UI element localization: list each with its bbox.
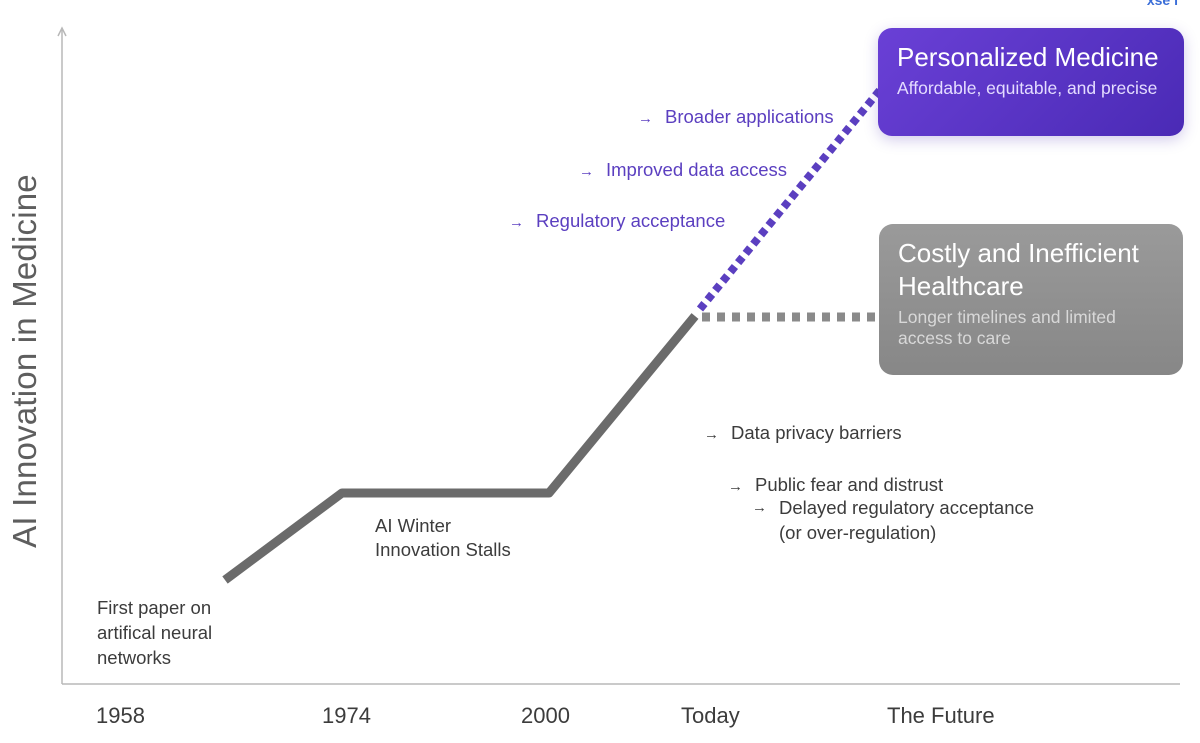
negative-factor-item: → Delayed regulatory acceptance (or over-… — [752, 495, 1034, 545]
ai-winter-subtitle: Innovation Stalls — [375, 539, 511, 560]
positive-factor-item: → Broader applications — [638, 79, 834, 131]
ai-winter-title: AI Winter — [375, 515, 452, 536]
arrow-right-icon: → — [638, 110, 653, 127]
arrow-right-icon: → — [579, 163, 594, 180]
positive-factor-label: Regulatory acceptance — [536, 210, 726, 231]
y-axis-arrowhead — [57, 26, 67, 37]
first-paper-note: First paper on artifical neural networks — [97, 597, 213, 668]
y-axis-label: AI Innovation in Medicine — [6, 174, 43, 548]
innovation-history-line — [222, 313, 699, 584]
negative-factor-label: Data privacy barriers — [731, 422, 902, 443]
x-tick-1974: 1974 — [322, 703, 371, 728]
personalized-medicine-card: Personalized Medicine Affordable, equita… — [878, 28, 1184, 136]
negative-factor-label: Delayed regulatory acceptance (or over-r… — [779, 497, 1035, 543]
card-title: Costly and Inefficient Healthcare — [898, 238, 1139, 301]
corner-logo-text: xse i — [1146, 0, 1178, 8]
x-tick-1958: 1958 — [96, 703, 145, 728]
card-subtitle: Longer timelines and limited access to c… — [898, 307, 1116, 348]
costly-healthcare-card: Costly and Inefficient Healthcare Longer… — [879, 224, 1183, 375]
card-subtitle: Affordable, equitable, and precise — [897, 78, 1158, 98]
negative-factor-label: Public fear and distrust — [755, 474, 944, 495]
arrow-right-icon: → — [509, 214, 524, 231]
card-title: Personalized Medicine — [897, 42, 1159, 72]
positive-factor-label: Improved data access — [606, 159, 787, 180]
x-tick-the-future: The Future — [887, 703, 995, 728]
arrow-right-icon: → — [728, 478, 743, 495]
positive-factor-label: Broader applications — [665, 106, 834, 127]
positive-factor-item: → Improved data access — [579, 132, 787, 184]
negative-factor-item: → Data privacy barriers — [704, 395, 902, 447]
arrow-right-icon: → — [752, 499, 767, 516]
negative-factor-item: → Public fear and distrust — [728, 447, 943, 499]
positive-factor-item: → Regulatory acceptance — [509, 183, 725, 235]
x-tick-2000: 2000 — [521, 703, 570, 728]
x-tick-today: Today — [681, 703, 740, 728]
arrow-right-icon: → — [704, 426, 719, 443]
